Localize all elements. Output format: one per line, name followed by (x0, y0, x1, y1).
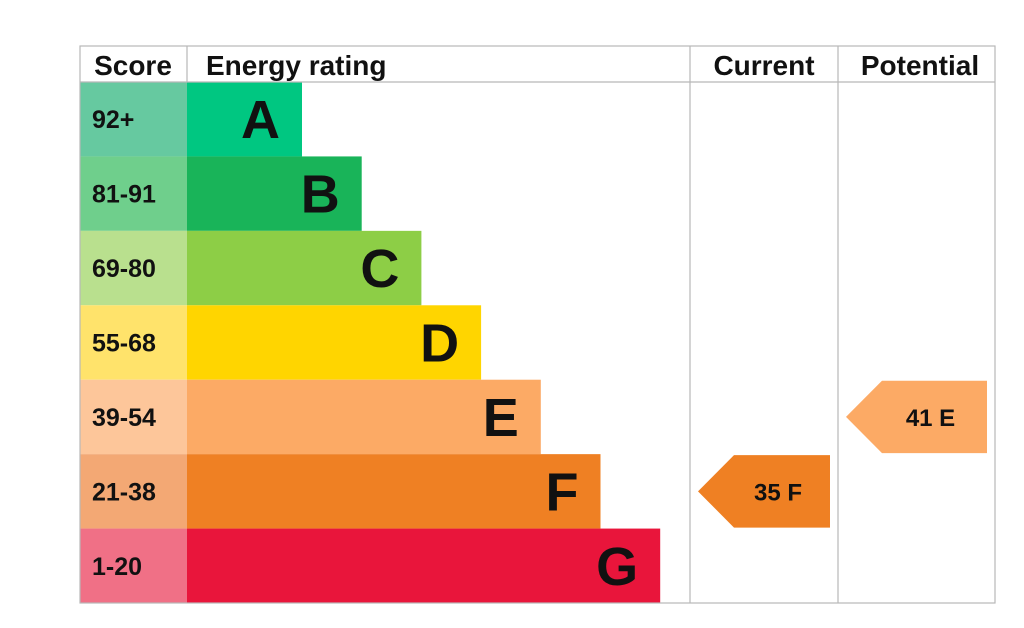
potential-rating-arrow-shape (846, 380, 987, 454)
band-a: 92+ A (80, 82, 302, 157)
current-rating-arrow-label: 35 F (754, 479, 802, 506)
score-label: 81-91 (92, 181, 156, 209)
rating-bar (187, 230, 422, 306)
score-header: Score (94, 50, 172, 81)
rating-bar (187, 454, 601, 529)
band-b: 81-91 B (80, 156, 362, 231)
score-cell (80, 528, 187, 603)
rating-letter: F (546, 462, 579, 522)
energy-rating-header: Energy rating (206, 50, 386, 81)
score-label: 21-38 (92, 478, 156, 506)
score-label: 69-80 (92, 255, 156, 283)
score-cell (80, 454, 187, 529)
band-e: 39-54 E (80, 379, 541, 455)
rating-bar (187, 528, 661, 603)
current-rating-arrow: 35 F (698, 455, 830, 528)
current-header: Current (713, 50, 814, 81)
rating-letter: A (241, 90, 280, 150)
current-rating-arrow-shape (698, 455, 830, 528)
score-cell (80, 230, 187, 306)
bands-layer: 92+ A 81-91 B 69-80 C 55-68 D 39-54 E 21-38 F 1-20 G (80, 82, 661, 603)
chart-border (79, 45, 996, 604)
band-c: 69-80 C (80, 230, 422, 306)
score-label: 39-54 (92, 404, 156, 432)
rating-letter: G (596, 537, 638, 597)
score-label: 55-68 (92, 330, 156, 358)
score-cell (80, 156, 187, 231)
score-label: 92+ (92, 106, 134, 134)
rating-bar (187, 156, 362, 231)
grid-layer (79, 45, 996, 604)
potential-header: Potential (861, 50, 979, 81)
rating-letter: E (483, 388, 519, 448)
score-cell (80, 305, 187, 380)
potential-rating-arrow: 41 E (846, 380, 987, 454)
score-label: 1-20 (92, 553, 142, 581)
rating-bar (187, 379, 541, 455)
rating-bar (187, 82, 302, 157)
rating-letter: C (360, 239, 399, 299)
score-cell (80, 82, 187, 157)
potential-rating-arrow-label: 41 E (906, 405, 955, 432)
band-d: 55-68 D (80, 305, 482, 380)
band-f: 21-38 F (80, 454, 601, 529)
header-row: Score Energy rating Current Potential (94, 50, 979, 81)
rating-bar (187, 305, 482, 380)
rating-letter: B (301, 165, 340, 225)
rating-arrows: 35 F 41 E (698, 380, 987, 528)
score-cell (80, 379, 187, 455)
rating-letter: D (420, 314, 459, 374)
band-g: 1-20 G (80, 528, 661, 603)
